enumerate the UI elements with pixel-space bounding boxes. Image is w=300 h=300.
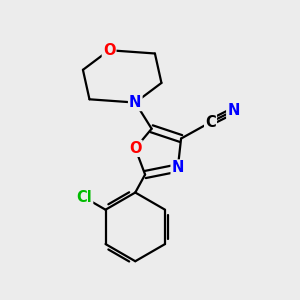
Text: O: O [103, 43, 116, 58]
Text: N: N [227, 103, 240, 118]
Text: O: O [129, 141, 142, 156]
Text: N: N [129, 95, 142, 110]
Text: C: C [205, 115, 216, 130]
Text: Cl: Cl [76, 190, 92, 205]
Text: N: N [172, 160, 184, 175]
